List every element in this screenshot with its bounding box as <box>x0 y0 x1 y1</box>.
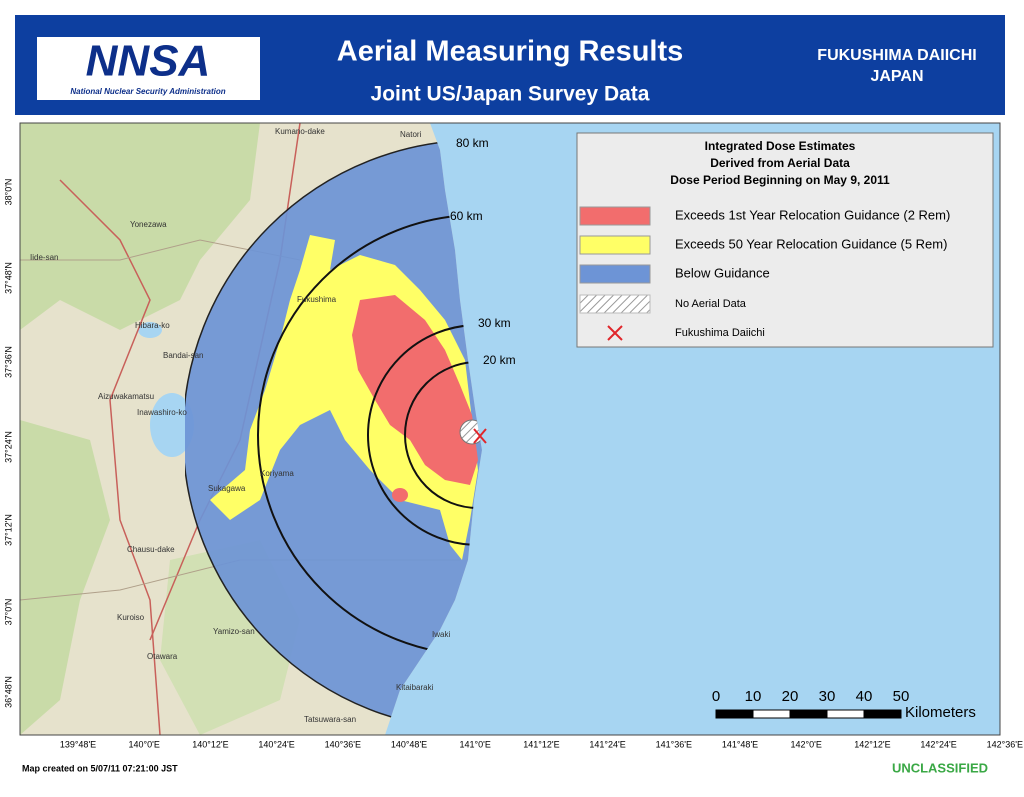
lake <box>150 393 194 457</box>
place-label: Aizuwakamatsu <box>98 392 154 401</box>
legend-label: No Aerial Data <box>675 298 747 310</box>
scale-segment <box>715 709 754 719</box>
legend-swatch <box>607 325 623 341</box>
location: FUKUSHIMA DAIICHI <box>817 47 976 64</box>
map-area: Kumano-dake Natori Yonezawa Iide-san Hibara-… <box>20 123 1000 735</box>
latitude-label: 38°0'N <box>3 179 13 206</box>
lake <box>138 322 162 338</box>
plant-marker <box>473 428 487 444</box>
latitude-label: 37°24'N <box>3 431 13 463</box>
place-label: Iwaki <box>432 630 450 639</box>
place-label: Yamizo-san <box>213 627 255 636</box>
place-label: Fukushima <box>297 295 337 304</box>
longitude-label: 139°48'E <box>60 739 96 749</box>
scale-segment <box>789 709 828 719</box>
scale-segment <box>826 709 865 719</box>
longitude-label: 142°0'E <box>791 739 822 749</box>
legend-title: Dose Period Beginning on May 9, 2011 <box>670 173 890 187</box>
place-label: Natori <box>400 130 422 139</box>
longitude-label: 140°36'E <box>325 739 361 749</box>
longitude-label: 140°48'E <box>391 739 427 749</box>
longitude-label: 140°0'E <box>129 739 160 749</box>
terrain <box>20 420 110 735</box>
scale-label: 0 <box>712 688 720 705</box>
ring-label: 30 km <box>478 316 511 330</box>
place-label: Koriyama <box>260 469 294 478</box>
scale-label: 10 <box>745 688 762 705</box>
longitude-label: 140°12'E <box>192 739 228 749</box>
scale-label: 30 <box>819 688 836 705</box>
longitude-label: 142°36'E <box>987 739 1023 749</box>
latitude-label: 36°48'N <box>3 676 13 708</box>
legend-label: Fukushima Daiichi <box>675 327 765 339</box>
longitude-label: 141°36'E <box>656 739 692 749</box>
dose-2rem-area <box>352 295 478 485</box>
longitude-label: 141°24'E <box>589 739 625 749</box>
place-label: Sukagawa <box>208 484 246 493</box>
logo-text: NNSA <box>86 37 211 86</box>
ring-label: 20 km <box>483 353 516 367</box>
logo-box <box>37 37 260 100</box>
place-label: Iide-san <box>30 253 58 262</box>
ring-label: 60 km <box>450 209 483 223</box>
place-label: Otawara <box>147 652 178 661</box>
road <box>59 179 161 735</box>
scale-segment <box>863 709 902 719</box>
subtitle: Joint US/Japan Survey Data <box>371 83 650 106</box>
longitude-label: 140°24'E <box>258 739 294 749</box>
legend-swatch <box>579 206 651 226</box>
scale-segment <box>752 709 791 719</box>
location: JAPAN <box>870 68 923 85</box>
place-label: Kumano-dake <box>275 127 325 136</box>
logo-subtitle: National Nuclear Security Administration <box>70 87 225 96</box>
latitude-label: 37°12'N <box>3 514 13 546</box>
legend-items: Exceeds 1st Year Relocation Guidance (2 … <box>579 206 950 341</box>
place-labels: Kumano-dake Natori Yonezawa Iide-san Hibara-… <box>30 127 450 724</box>
place-label: Bandai-san <box>163 351 203 360</box>
legend-title: Derived from Aerial Data <box>710 156 850 170</box>
place-label: Hibara-ko <box>135 321 170 330</box>
longitude-label: 141°0'E <box>460 739 491 749</box>
dose-2rem-area <box>392 488 408 502</box>
place-label: Chausu-dake <box>127 545 175 554</box>
place-label: Tatsuwara-san <box>304 715 356 724</box>
legend-swatch <box>579 235 651 255</box>
legend-label: Exceeds 50 Year Relocation Guidance (5 R… <box>675 236 947 251</box>
scale-label: 50 <box>893 688 910 705</box>
legend-swatch <box>579 294 651 314</box>
map-frame <box>19 122 1001 736</box>
terrain <box>20 123 260 330</box>
place-label: Yonezawa <box>130 220 167 229</box>
latitude-label: 37°48'N <box>3 262 13 294</box>
classification: UNCLASSIFIED <box>892 760 988 775</box>
latitude-label: 37°0'N <box>3 599 13 626</box>
longitude-label: 141°12'E <box>523 739 559 749</box>
title: Aerial Measuring Results <box>337 36 684 68</box>
place-label: Inawashiro-ko <box>137 408 187 417</box>
legend-swatch <box>579 264 651 284</box>
legend-label: Exceeds 1st Year Relocation Guidance (2 … <box>675 207 950 222</box>
footer-note: Map created on 5/07/11 07:21:00 JST <box>22 763 178 773</box>
scale-label: 40 <box>856 688 873 705</box>
longitude-label: 142°24'E <box>920 739 956 749</box>
legend-label: Below Guidance <box>675 265 770 280</box>
scale-unit: Kilometers <box>905 704 976 721</box>
place-label: Kitaibaraki <box>396 683 434 692</box>
longitude-label: 141°48'E <box>722 739 758 749</box>
graticule-labels: 139°48'E 140°0'E 140°12'E 140°24'E 140°36'E 1… <box>3 179 1023 750</box>
scale-label: 20 <box>782 688 799 705</box>
place-label: Kuroiso <box>117 613 145 622</box>
legend-title: Integrated Dose Estimates <box>705 139 856 153</box>
latitude-label: 37°36'N <box>3 346 13 378</box>
longitude-label: 142°12'E <box>854 739 890 749</box>
ring-label: 80 km <box>456 136 489 150</box>
